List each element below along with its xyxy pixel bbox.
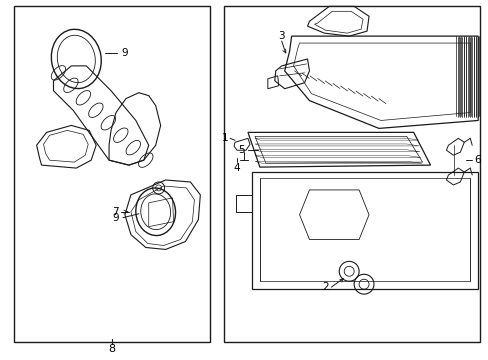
Text: 5: 5: [238, 145, 244, 155]
Text: 7: 7: [112, 207, 119, 217]
Text: 3: 3: [278, 31, 285, 41]
Text: 8: 8: [108, 344, 115, 354]
Text: 9: 9: [121, 48, 127, 58]
Text: 6: 6: [473, 155, 480, 165]
Text: 4: 4: [233, 163, 240, 173]
Text: 9: 9: [112, 213, 119, 223]
Text: 1: 1: [221, 133, 228, 143]
Text: 2: 2: [322, 282, 328, 292]
